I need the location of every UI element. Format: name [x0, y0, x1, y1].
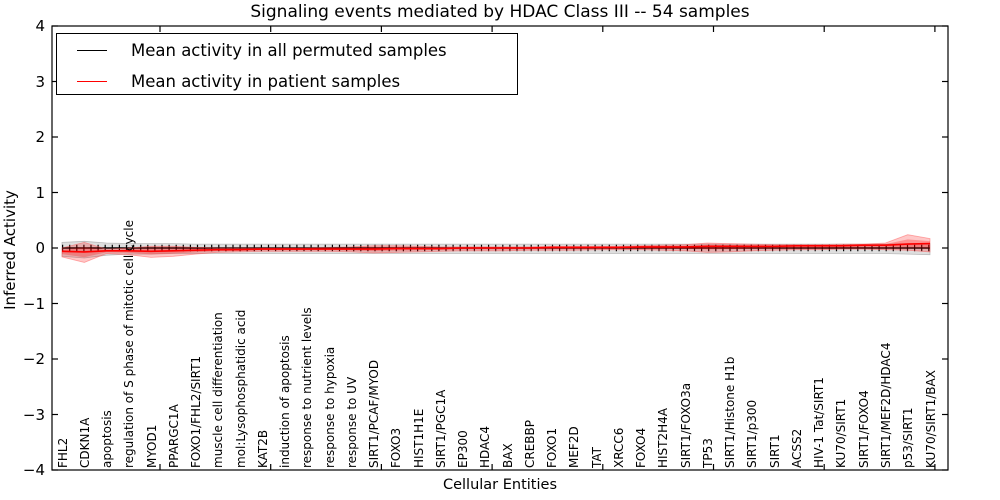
patient-mean-line [61, 242, 931, 253]
y-tick-label: −4 [22, 461, 45, 479]
y-tick-label: −3 [22, 405, 45, 424]
x-tick-label: HIST1H1E [411, 408, 426, 468]
x-tick-label: SIRT1/FOXO4 [856, 390, 871, 468]
patient-line-swatch [77, 81, 107, 82]
x-tick-label: SIRT1/MEF2D/HDAC4 [878, 342, 893, 468]
x-tick-label: regulation of S phase of mitotic cell cy… [122, 220, 137, 468]
x-tick-label: KAT2B [255, 429, 270, 468]
x-tick-label: muscle cell differentiation [211, 312, 226, 468]
y-tick-label: 1 [35, 183, 45, 202]
legend-label-permuted: Mean activity in all permuted samples [131, 41, 447, 60]
x-tick-label: MEF2D [567, 426, 582, 468]
y-tick-label: 3 [35, 72, 45, 91]
x-tick-label: apoptosis [100, 410, 114, 468]
x-tick-label: FOXO1 [545, 427, 560, 468]
x-tick-label: HIV-1 Tat/SIRT1 [812, 377, 827, 468]
y-tick-label: −1 [22, 294, 45, 313]
x-tick-label: SIRT1/FOXO3a [678, 382, 693, 468]
x-tick-label: KU70/SIRT1/BAX [923, 370, 938, 468]
x-tick-label: TAT [589, 446, 604, 468]
y-tick-label: −2 [22, 350, 45, 368]
x-tick-label: SIRT1/PGC1A [433, 389, 448, 468]
y-tick-label: 4 [35, 17, 45, 35]
legend: Mean activity in all permuted samples Me… [56, 33, 518, 95]
x-tick-label: XRCC6 [611, 427, 626, 468]
x-tick-label: mol:Lysophosphatidic acid [233, 309, 248, 468]
x-tick-label: SIRT1/p300 [745, 399, 760, 468]
x-tick-label: response to UV [344, 376, 359, 468]
x-tick-label: HIST2H4A [656, 407, 671, 468]
y-tick-label: 2 [35, 128, 45, 146]
x-tick-label: SIRT1/Histone H1b [723, 356, 738, 468]
x-tick-label: BAX [500, 443, 515, 468]
legend-item-permuted: Mean activity in all permuted samples [57, 36, 517, 65]
x-tick-label: induction of apoptosis [278, 335, 293, 468]
x-tick-label: MYOD1 [144, 424, 159, 468]
x-tick-label: SIRT1 [767, 434, 782, 468]
x-tick-label: CDKN1A [77, 417, 92, 468]
x-tick-label: EP300 [456, 430, 471, 468]
x-tick-label: CREBBP [522, 420, 537, 468]
axis-ticks [52, 25, 948, 471]
x-tick-label: response to hypoxia [322, 346, 337, 468]
x-tick-label: FOXO1/FHL2/SIRT1 [189, 355, 204, 468]
x-tick-label: response to nutrient levels [300, 307, 315, 468]
x-tick-label: p53/SIRT1 [901, 407, 916, 468]
legend-item-patient: Mean activity in patient samples [57, 67, 517, 96]
x-tick-label: PPARGC1A [166, 404, 181, 468]
x-axis-label: Cellular Entities [442, 477, 558, 493]
x-tick-label: FOXO3 [389, 427, 404, 468]
y-tick-label: 0 [35, 239, 45, 257]
legend-label-patient: Mean activity in patient samples [131, 72, 401, 91]
permuted-line-swatch [77, 50, 107, 51]
chart-title: Signaling events mediated by HDAC Class … [250, 2, 750, 22]
x-tick-label: ACSS2 [789, 428, 804, 468]
x-tick-label: HDAC4 [478, 425, 493, 468]
x-tick-label: FOXO4 [634, 427, 649, 468]
x-tick-label: TP53 [700, 438, 715, 468]
x-tick-label: FHL2 [55, 437, 70, 468]
x-tick-label: KU70/SIRT1 [834, 398, 849, 468]
x-tick-label: SIRT1/PCAF/MYOD [367, 359, 382, 468]
